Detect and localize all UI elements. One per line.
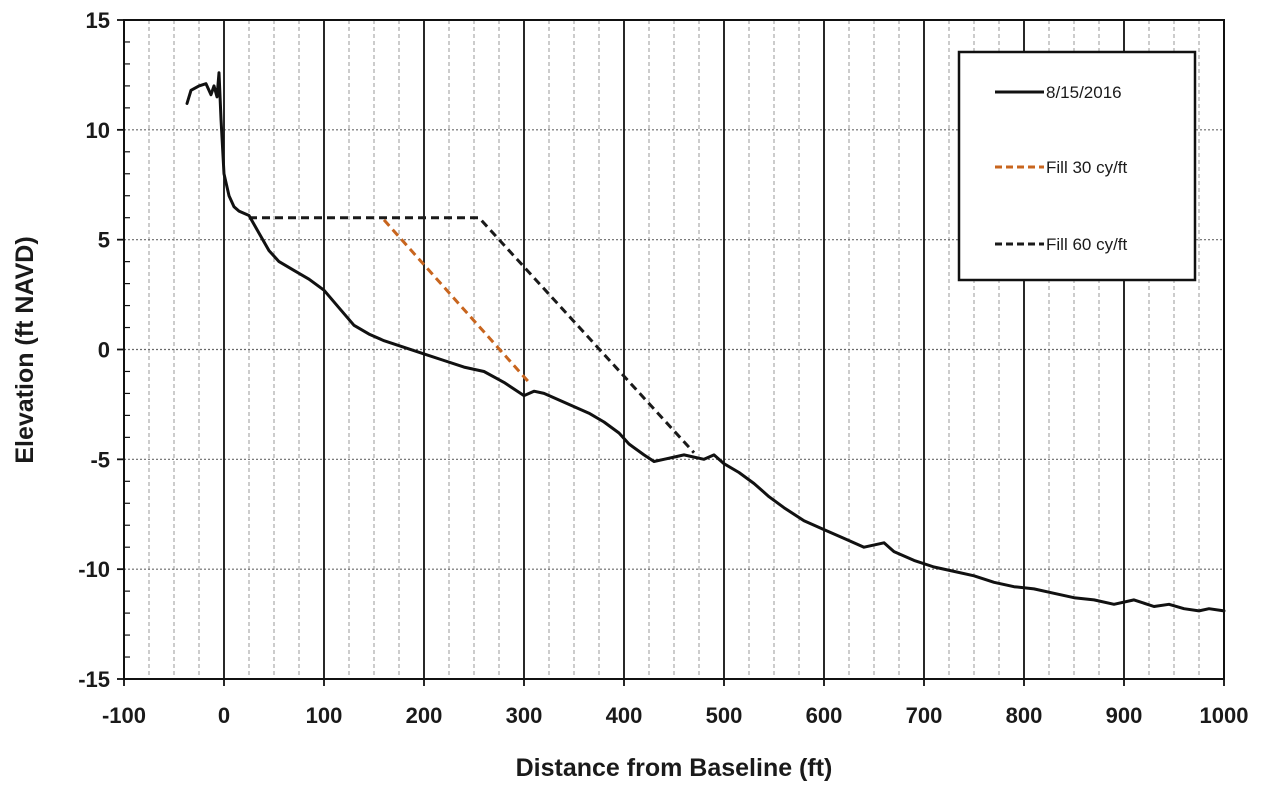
- x-tick-label: 600: [806, 703, 843, 728]
- y-tick-label: -15: [78, 667, 110, 692]
- series-line-3: [249, 216, 696, 454]
- axis-ticks: [117, 19, 1225, 686]
- x-tick-label: 500: [706, 703, 743, 728]
- x-tick-label: 1000: [1200, 703, 1249, 728]
- x-tick-label: -100: [102, 703, 146, 728]
- x-axis-title: Distance from Baseline (ft): [516, 754, 833, 782]
- y-tick-label: -5: [90, 447, 110, 472]
- y-tick-label: 15: [86, 8, 110, 33]
- x-tick-label: 100: [306, 703, 343, 728]
- legend-label-3: Fill 60 cy/ft: [1046, 235, 1128, 254]
- x-tick-labels: -100 0 100 200 300 400 500 600 700 800 900 1000: [102, 703, 1249, 728]
- x-tick-label: 200: [406, 703, 443, 728]
- y-tick-label: 10: [86, 118, 110, 143]
- y-tick-label: 0: [98, 338, 110, 363]
- series-line-1: [185, 71, 1226, 613]
- y-tick-label: -10: [78, 557, 110, 582]
- legend-label-1: 8/15/2016: [1046, 83, 1122, 102]
- x-tick-label: 800: [1006, 703, 1043, 728]
- series-layer: [185, 71, 1226, 613]
- x-tick-label: 700: [906, 703, 943, 728]
- y-tick-label: 5: [98, 228, 110, 253]
- series-line-2: [382, 218, 533, 386]
- x-tick-label: 300: [506, 703, 543, 728]
- y-axis-title: Elevation (ft NAVD): [11, 236, 39, 463]
- x-tick-label: 400: [606, 703, 643, 728]
- y-tick-labels: -15 -10 -5 0 5 10 15: [78, 8, 110, 692]
- x-tick-label: 0: [218, 703, 230, 728]
- legend: 8/15/2016 Fill 30 cy/ft Fill 60 cy/ft: [957, 50, 1197, 282]
- legend-label-2: Fill 30 cy/ft: [1046, 158, 1128, 177]
- x-tick-label: 900: [1106, 703, 1143, 728]
